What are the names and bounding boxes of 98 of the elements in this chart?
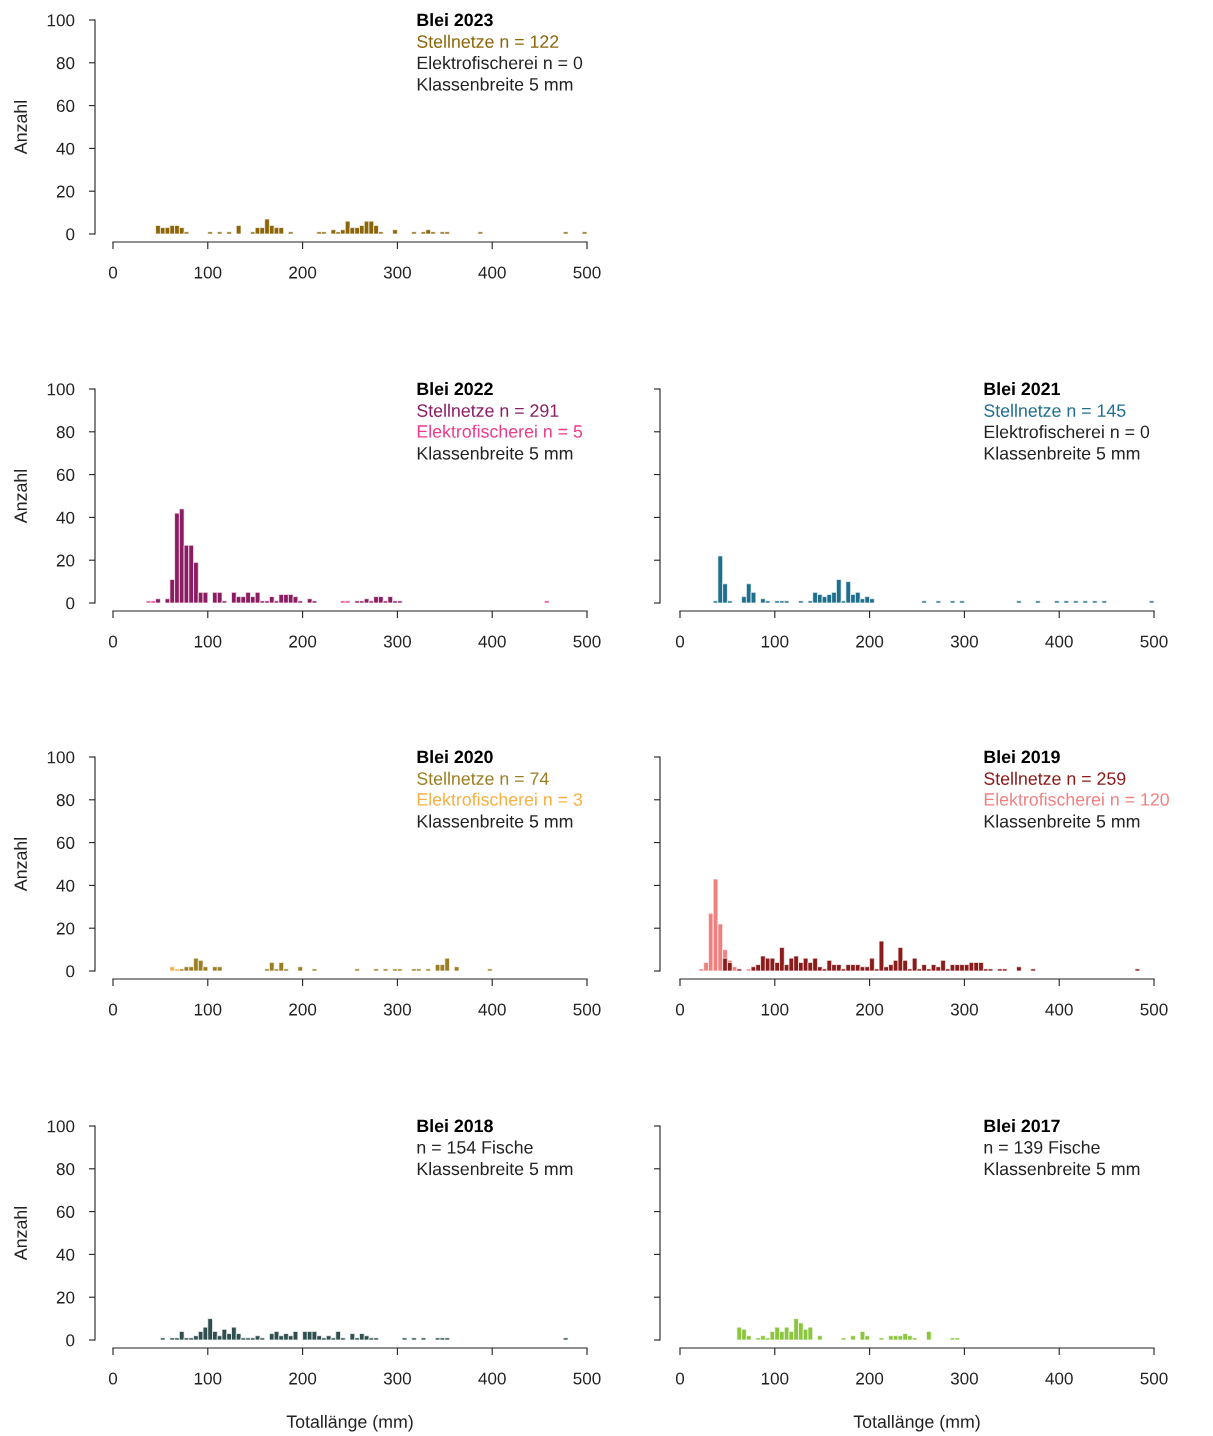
- x-tick-label: 0: [108, 266, 118, 279]
- x-tick-label: 100: [194, 635, 222, 648]
- y-tick-label: 60: [56, 1205, 75, 1218]
- x-tick-label: 400: [478, 1003, 506, 1016]
- x-tick-label: 200: [289, 635, 317, 648]
- x-tick-label: 100: [194, 1003, 222, 1016]
- text: Stellnetze n = 291: [417, 403, 559, 417]
- annotation: n = 139 Fische: [984, 1140, 1100, 1154]
- text: Stellnetze n = 259: [984, 771, 1126, 785]
- x-tick-label: 0: [675, 1372, 685, 1385]
- x-tick-label: 100: [761, 1003, 789, 1016]
- y-tick-label: 0: [66, 1334, 75, 1347]
- annotation: Klassenbreite 5 mm: [417, 1162, 573, 1176]
- annotation: Klassenbreite 5 mm: [984, 446, 1140, 460]
- x-tick-label: 300: [950, 1372, 978, 1385]
- x-tick-label: 0: [108, 635, 118, 648]
- chart-title: Blei 2023: [417, 13, 493, 27]
- x-tick-label: 500: [573, 1003, 601, 1016]
- annotation: Klassenbreite 5 mm: [417, 77, 573, 91]
- text: Elektrofischerei n = 5: [417, 424, 583, 438]
- x-tick-label: 200: [856, 1003, 884, 1016]
- x-tick-label: 100: [194, 266, 222, 279]
- x-tick-label: 300: [383, 635, 411, 648]
- x-tick-label: 300: [950, 1003, 978, 1016]
- x-axis-title: Totallänge (mm): [286, 1414, 413, 1432]
- x-tick-label: 400: [1045, 1372, 1073, 1385]
- annotation: Klassenbreite 5 mm: [417, 446, 573, 460]
- x-tick-label: 200: [289, 1003, 317, 1016]
- x-tick-label: 500: [1140, 1372, 1168, 1385]
- x-tick-label: 300: [383, 1372, 411, 1385]
- text: Elektrofischerei n = 120: [984, 792, 1169, 806]
- y-tick-label: 20: [56, 185, 75, 198]
- x-tick-label: 100: [761, 1372, 789, 1385]
- annotation: Klassenbreite 5 mm: [417, 814, 573, 828]
- x-tick-label: 500: [573, 635, 601, 648]
- y-tick-label: 0: [66, 965, 75, 978]
- y-tick-label: 40: [56, 511, 75, 524]
- text: Stellnetze n = 145: [984, 403, 1126, 417]
- x-tick-label: 200: [289, 1372, 317, 1385]
- x-tick-label: 0: [108, 1372, 118, 1385]
- y-tick-label: 80: [56, 1163, 75, 1176]
- y-tick-label: 100: [47, 1120, 75, 1133]
- y-tick-label: 20: [56, 922, 75, 935]
- x-tick-label: 200: [856, 1372, 884, 1385]
- x-tick-label: 400: [478, 635, 506, 648]
- y-axis-title: Anzahl: [13, 101, 27, 155]
- x-tick-label: 300: [950, 635, 978, 648]
- x-tick-label: 500: [573, 1372, 601, 1385]
- annotation: Elektrofischerei n = 0: [984, 425, 1150, 439]
- chart-title: Blei 2020: [417, 750, 493, 764]
- y-tick-label: 0: [66, 597, 75, 610]
- y-tick-label: 80: [56, 426, 75, 439]
- y-tick-label: 60: [56, 99, 75, 112]
- x-tick-label: 500: [1140, 635, 1168, 648]
- x-tick-label: 400: [478, 266, 506, 279]
- annotation: n = 154 Fische: [417, 1140, 533, 1154]
- y-axis-title: Anzahl: [13, 470, 27, 524]
- y-tick-label: 60: [56, 468, 75, 481]
- x-tick-label: 400: [1045, 1003, 1073, 1016]
- x-tick-label: 200: [856, 635, 884, 648]
- chart-title: Blei 2021: [984, 382, 1060, 396]
- x-tick-label: 0: [108, 1003, 118, 1016]
- text: Stellnetze n = 122: [417, 34, 559, 48]
- chart-title: Blei 2018: [417, 1119, 493, 1133]
- y-tick-label: 100: [47, 751, 75, 764]
- x-tick-label: 500: [573, 266, 601, 279]
- x-tick-label: 300: [383, 266, 411, 279]
- annotation: Klassenbreite 5 mm: [984, 1162, 1140, 1176]
- x-tick-label: 100: [761, 635, 789, 648]
- y-tick-label: 40: [56, 879, 75, 892]
- text: Stellnetze n = 74: [417, 771, 549, 785]
- y-tick-label: 20: [56, 554, 75, 567]
- text: Elektrofischerei n = 3: [417, 792, 583, 806]
- x-axis-title: Totallänge (mm): [853, 1414, 980, 1432]
- y-axis-title: Anzahl: [13, 838, 27, 892]
- x-tick-label: 0: [675, 1003, 685, 1016]
- y-tick-label: 0: [66, 228, 75, 241]
- y-tick-label: 40: [56, 1248, 75, 1261]
- y-tick-label: 100: [47, 383, 75, 396]
- y-tick-label: 80: [56, 794, 75, 807]
- y-tick-label: 40: [56, 142, 75, 155]
- chart-title: Blei 2019: [984, 750, 1060, 764]
- y-axis-title: Anzahl: [13, 1207, 27, 1261]
- annotation: Klassenbreite 5 mm: [984, 814, 1140, 828]
- x-tick-label: 200: [289, 266, 317, 279]
- chart-title: Blei 2022: [417, 382, 493, 396]
- y-tick-label: 20: [56, 1291, 75, 1304]
- x-tick-label: 400: [1045, 635, 1073, 648]
- x-tick-label: 0: [675, 635, 685, 648]
- annotation: Elektrofischerei n = 0: [417, 56, 583, 70]
- y-tick-label: 60: [56, 836, 75, 849]
- y-tick-label: 80: [56, 57, 75, 70]
- x-tick-label: 500: [1140, 1003, 1168, 1016]
- y-tick-label: 100: [47, 14, 75, 27]
- x-tick-label: 300: [383, 1003, 411, 1016]
- chart-title: Blei 2017: [984, 1119, 1060, 1133]
- x-tick-label: 400: [478, 1372, 506, 1385]
- x-tick-label: 100: [194, 1372, 222, 1385]
